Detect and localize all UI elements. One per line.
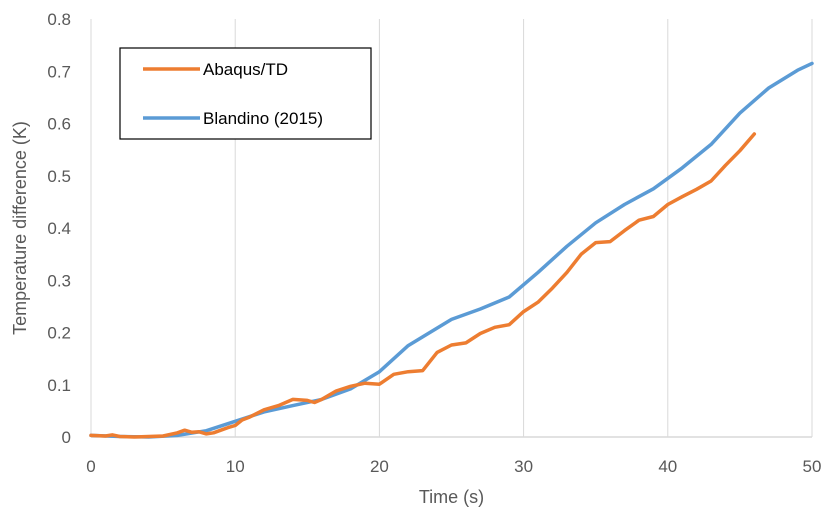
- y-tick-label: 0.3: [47, 271, 71, 290]
- y-tick-label: 0.8: [47, 10, 71, 29]
- y-axis-title: Temperature difference (K): [10, 121, 30, 335]
- y-tick-label: 0: [62, 428, 71, 447]
- y-tick-label: 0.5: [47, 167, 71, 186]
- x-tick-label: 30: [514, 457, 533, 476]
- legend-box: [119, 47, 372, 140]
- y-tick-label: 0.1: [47, 376, 71, 395]
- series-layer: [89, 61, 814, 439]
- x-tick-label: 50: [803, 457, 822, 476]
- legend-label-abaqus: Abaqus/TD: [203, 60, 288, 79]
- x-tick-label: 10: [226, 457, 245, 476]
- y-tick-label: 0.7: [47, 62, 71, 81]
- x-axis-title: Time (s): [419, 487, 484, 507]
- x-tick-label: 40: [658, 457, 677, 476]
- x-axis-ticks: 0 10 20 30 40 50: [86, 457, 821, 476]
- legend-label-blandino: Blandino (2015): [203, 109, 323, 128]
- x-tick-label: 0: [86, 457, 95, 476]
- y-axis-ticks: 0 0.1 0.2 0.3 0.4 0.5 0.6 0.7 0.8: [47, 10, 71, 447]
- series-line-abaqus: [89, 132, 757, 439]
- series-line-blandino: [89, 61, 814, 439]
- x-tick-label: 20: [370, 457, 389, 476]
- y-tick-label: 0.2: [47, 324, 71, 343]
- y-tick-label: 0.6: [47, 115, 71, 134]
- y-tick-label: 0.4: [47, 219, 71, 238]
- legend: Abaqus/TD Blandino (2015): [119, 47, 372, 140]
